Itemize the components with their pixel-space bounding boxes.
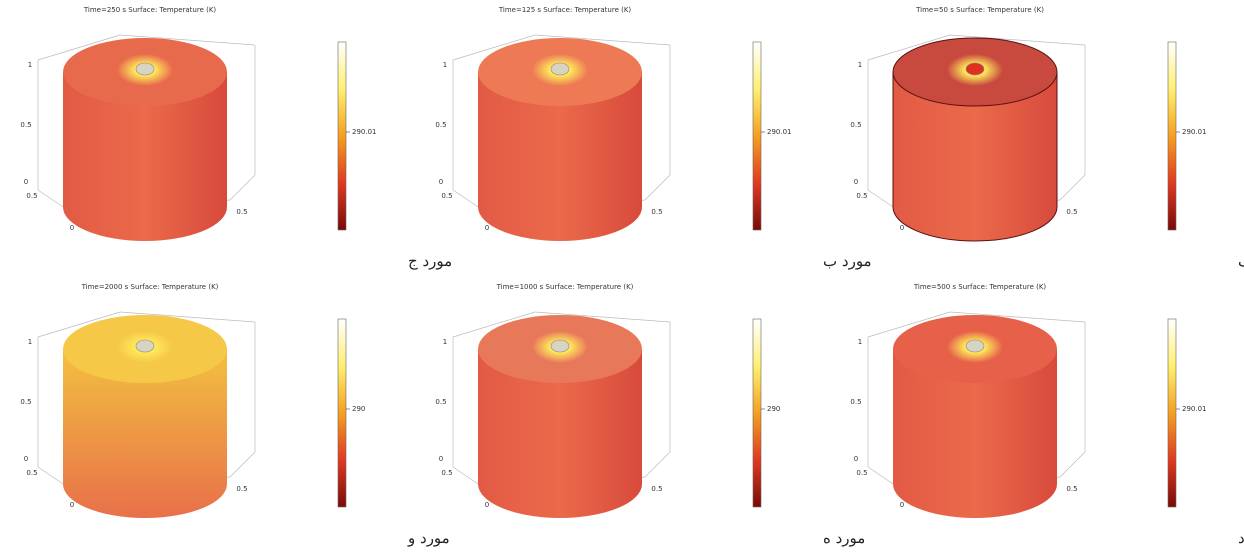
caption: مورد و	[407, 529, 450, 547]
axis-tick-label: 0.5	[856, 192, 867, 200]
axis-line	[534, 34, 671, 46]
cylinder-body	[892, 71, 1058, 242]
heater	[550, 62, 570, 76]
axis-line	[949, 34, 1086, 46]
axis-tick-label: 0	[439, 455, 443, 463]
panel: Time=125 s Surface: Temperature (K) 1 0.5 0…	[435, 6, 871, 270]
axis-tick-label: 0.5	[441, 469, 452, 477]
axis-tick-label: 0	[70, 501, 74, 509]
axis-tick-label: 0.5	[850, 121, 861, 129]
axis-tick-label: 0.5	[651, 485, 662, 493]
axis-line	[644, 174, 671, 201]
axis-line	[37, 34, 121, 61]
axis-tick-label: 0.5	[20, 121, 31, 129]
axis-line	[119, 34, 256, 46]
axis-tick-label: 0.5	[1066, 208, 1077, 216]
axis-tick-label: 0.5	[435, 398, 446, 406]
axis-tick-label: 0.5	[1066, 485, 1077, 493]
axis-tick-label: 0.5	[441, 192, 452, 200]
panel-title: Time=1000 s Surface: Temperature (K)	[496, 283, 634, 291]
colorbar	[1167, 41, 1177, 231]
panel: Time=1000 s Surface: Temperature (K) 1 0.5…	[435, 283, 865, 547]
heater	[135, 339, 155, 353]
axis-tick-label: 0	[900, 224, 904, 232]
colorbar	[337, 41, 347, 231]
heater	[965, 339, 985, 353]
panel-title: Time=250 s Surface: Temperature (K)	[83, 6, 217, 14]
caption: مورد الف	[1238, 252, 1244, 270]
axis-tick-label: 0	[854, 178, 858, 186]
colorbar-label: 290.01	[1182, 128, 1207, 136]
panel-title: Time=2000 s Surface: Temperature (K)	[81, 283, 219, 291]
heater	[965, 62, 985, 76]
axis-tick-label: 1	[28, 61, 32, 69]
panel: Time=500 s Surface: Temperature (K) 1 0.5 0…	[850, 283, 1244, 547]
axis-tick-label: 1	[443, 61, 447, 69]
axis-line	[949, 311, 1086, 323]
axis-tick-label: 0.5	[26, 469, 37, 477]
colorbar-label: 290	[352, 405, 365, 413]
axis-tick-label: 1	[443, 338, 447, 346]
panel: Time=2000 s Surface: Temperature (K) 1 0.5…	[20, 283, 449, 547]
axis-line	[534, 311, 671, 323]
colorbar	[752, 41, 762, 231]
panel-title: Time=50 s Surface: Temperature (K)	[915, 6, 1044, 14]
heater	[550, 339, 570, 353]
axis-tick-label: 0	[24, 455, 28, 463]
axis-tick-label: 0.5	[651, 208, 662, 216]
colorbar	[337, 318, 347, 508]
panel: Time=250 s Surface: Temperature (K) 1 0.5 0…	[20, 6, 452, 270]
axis-tick-label: 0	[485, 501, 489, 509]
axis-tick-label: 1	[858, 61, 862, 69]
axis-tick-label: 0.5	[850, 398, 861, 406]
panel: Time=50 s Surface: Temperature (K) 1 0.5 0 0…	[850, 6, 1244, 270]
axis-tick-label: 1	[858, 338, 862, 346]
caption: مورد ب	[823, 252, 872, 270]
heater	[135, 62, 155, 76]
axis-tick-label: 0	[854, 455, 858, 463]
axis-line	[867, 311, 951, 338]
caption: مورد ه	[823, 529, 865, 547]
axis-tick-label: 0.5	[856, 469, 867, 477]
axis-tick-label: 0.5	[435, 121, 446, 129]
axis-line	[1059, 451, 1086, 478]
cylinder-body	[63, 72, 227, 241]
axis-tick-label: 0	[485, 224, 489, 232]
caption: مورد د	[1238, 529, 1244, 547]
colorbar-label: 290	[767, 405, 780, 413]
axis-line	[119, 311, 256, 323]
colorbar	[1167, 318, 1177, 508]
axis-line	[37, 311, 121, 338]
cylinder-body	[893, 349, 1057, 518]
axis-line	[644, 451, 671, 478]
axis-tick-label: 0	[439, 178, 443, 186]
axis-tick-label: 1	[28, 338, 32, 346]
cylinder-body	[478, 72, 642, 241]
colorbar	[752, 318, 762, 508]
axis-line	[229, 451, 256, 478]
caption: مورد ج	[408, 252, 452, 270]
cylinder-body	[63, 349, 227, 518]
axis-line	[452, 311, 536, 338]
axis-tick-label: 0	[24, 178, 28, 186]
panel-title: Time=500 s Surface: Temperature (K)	[913, 283, 1047, 291]
axis-line	[867, 34, 951, 61]
axis-tick-label: 0	[70, 224, 74, 232]
axis-tick-label: 0.5	[236, 208, 247, 216]
colorbar-label: 290.01	[1182, 405, 1207, 413]
cylinder-body	[478, 349, 642, 518]
axis-tick-label: 0.5	[20, 398, 31, 406]
colorbar-label: 290.01	[767, 128, 792, 136]
axis-tick-label: 0.5	[236, 485, 247, 493]
axis-tick-label: 0.5	[26, 192, 37, 200]
axis-line	[229, 174, 256, 201]
axis-line	[1059, 174, 1086, 201]
axis-line	[452, 34, 536, 61]
colorbar-label: 290.01	[352, 128, 377, 136]
panel-title: Time=125 s Surface: Temperature (K)	[498, 6, 632, 14]
axis-tick-label: 0	[900, 501, 904, 509]
